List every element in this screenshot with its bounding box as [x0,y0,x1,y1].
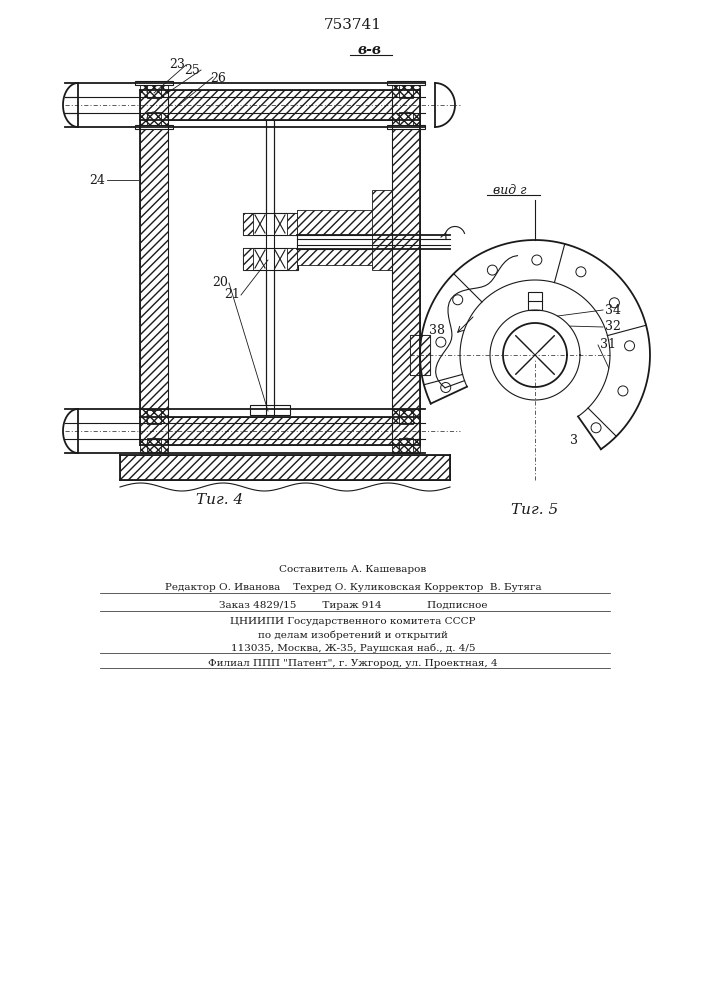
Text: 38: 38 [429,324,445,336]
Text: вид г: вид г [493,184,527,196]
Text: Заказ 4829/15        Тираж 914              Подписное: Заказ 4829/15 Тираж 914 Подписное [218,601,487,610]
Bar [399,84,413,98]
Text: 32: 32 [605,320,621,334]
Circle shape [399,112,413,126]
Bar [168,417,392,445]
Bar [140,439,168,453]
Bar [243,213,298,235]
Bar [140,113,168,127]
Bar [399,410,413,424]
Bar [140,90,168,445]
Bar [120,455,450,480]
Text: 21: 21 [224,288,240,302]
Text: 3: 3 [570,434,578,446]
Bar [147,410,161,424]
Text: Τиг. 5: Τиг. 5 [511,503,559,517]
Bar [250,405,290,415]
Text: ЦНИИПИ Государственного комитета СССР: ЦНИИПИ Государственного комитета СССР [230,617,476,626]
Circle shape [147,410,161,424]
Bar [392,113,420,127]
Circle shape [591,423,601,433]
Bar [392,83,420,97]
Circle shape [399,438,413,452]
Circle shape [399,410,413,424]
Circle shape [147,112,161,126]
Text: 26: 26 [210,72,226,85]
Bar [147,438,161,452]
Bar [287,248,297,270]
Bar [297,210,392,265]
Text: 24: 24 [89,174,105,186]
Circle shape [147,84,161,98]
Bar [147,112,161,126]
Bar [168,90,392,120]
Circle shape [618,386,628,396]
Circle shape [147,438,161,452]
Bar [287,213,297,235]
Bar [243,248,253,270]
Text: по делам изобретений и открытий: по делам изобретений и открытий [258,630,448,640]
Text: 34: 34 [605,304,621,316]
Text: в-в: в-в [358,43,382,57]
Text: 23: 23 [169,58,185,72]
Circle shape [609,298,619,308]
Circle shape [624,341,635,351]
Bar [399,112,413,126]
Text: 25: 25 [185,64,200,77]
Bar [399,438,413,452]
Bar [140,409,168,423]
Text: Филиал ППП "Патент", г. Ужгород, ул. Проектная, 4: Филиал ППП "Патент", г. Ужгород, ул. Про… [208,658,498,668]
Bar [392,409,420,423]
Bar [528,292,542,310]
Bar [140,83,168,97]
Bar [297,234,392,248]
Circle shape [487,265,497,275]
Bar [135,81,173,85]
Bar [410,335,430,375]
Bar [147,84,161,98]
Bar [135,125,173,129]
Circle shape [576,267,586,277]
Text: 753741: 753741 [324,18,382,32]
Bar [243,213,253,235]
Text: 31: 31 [600,338,616,352]
Bar [387,81,425,85]
Bar [387,125,425,129]
Bar [372,190,392,270]
Text: Составитель А. Кашеваров: Составитель А. Кашеваров [279,566,426,574]
Text: 20: 20 [212,276,228,290]
Bar [392,90,420,445]
Circle shape [440,382,451,392]
Bar [243,248,298,270]
Text: 113035, Москва, Ж-35, Раушская наб., д. 4/5: 113035, Москва, Ж-35, Раушская наб., д. … [230,643,475,653]
Circle shape [532,255,542,265]
Circle shape [452,295,462,305]
Text: Τиг. 4: Τиг. 4 [197,493,244,507]
Text: Редактор О. Иванова    Техред О. Куликовская Корректор  В. Бутяга: Редактор О. Иванова Техред О. Куликовска… [165,584,542,592]
Bar [392,439,420,453]
Circle shape [399,84,413,98]
Bar [410,335,430,375]
Circle shape [436,337,446,347]
